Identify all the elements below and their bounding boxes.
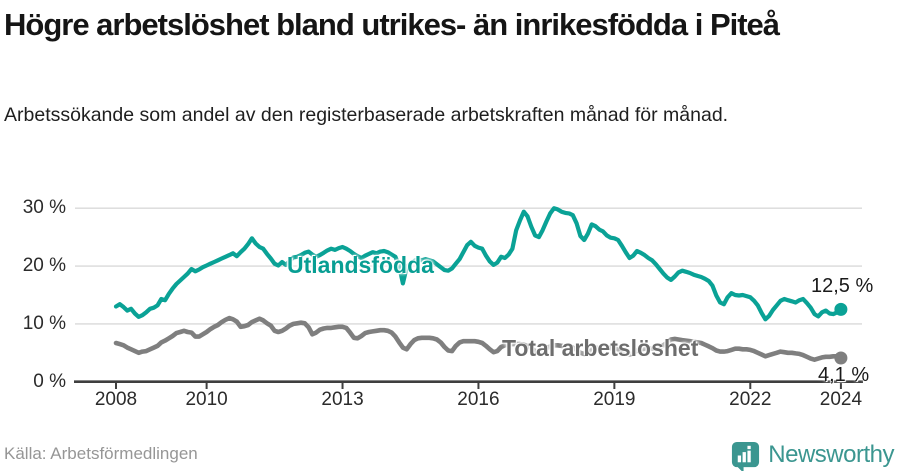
x-tick-label: 2013: [321, 389, 364, 410]
y-tick-label: 30 %: [22, 197, 66, 219]
source-note: Källa: Arbetsförmedlingen: [4, 444, 198, 463]
x-tick-label: 2022: [729, 389, 772, 410]
newsworthy-logo: Newsworthy: [730, 438, 894, 472]
page-subtitle: Arbetssökande som andel av den registerb…: [4, 104, 729, 126]
end-dot-total: [834, 351, 848, 365]
x-tick-label: 2010: [185, 389, 228, 410]
y-tick-label: 10 %: [22, 312, 66, 334]
x-tick-label: 2016: [457, 389, 500, 410]
line-total-arbetsloshet: [113, 315, 844, 363]
y-tick-label: 0 %: [33, 370, 66, 392]
x-tick-label: 2019: [593, 389, 636, 410]
x-axis-ticks: [115, 381, 842, 389]
x-tick-label: 2008: [94, 389, 138, 410]
end-dot-utlandsfodda: [834, 302, 848, 316]
newsworthy-wordmark: Newsworthy: [768, 441, 894, 468]
gridlines: [75, 207, 862, 325]
newsworthy-icon: [732, 441, 760, 471]
page-title: Högre arbetslöshet bland utrikes- än inr…: [4, 7, 780, 42]
line-utlandsfodda: [113, 206, 844, 322]
series-label-utlandsfodda: Utlandsfödda: [287, 252, 434, 278]
y-tick-label: 20 %: [22, 255, 66, 277]
end-value-label-total: 4,1 %: [818, 364, 870, 386]
x-tick-label: 2024: [819, 389, 863, 410]
series-label-total-arbetsloshet: Total arbetslöshet: [502, 335, 699, 361]
end-value-label-utlandsfodda: 12,5 %: [811, 275, 874, 297]
